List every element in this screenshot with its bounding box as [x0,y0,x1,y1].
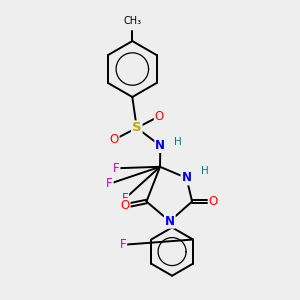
Text: H: H [201,167,208,176]
Text: F: F [120,238,126,251]
Text: N: N [155,139,165,152]
Text: F: F [113,162,119,175]
Text: F: F [106,177,113,190]
Text: O: O [155,110,164,123]
Text: O: O [110,133,119,146]
Text: CH₃: CH₃ [123,16,141,26]
Text: O: O [209,195,218,208]
Text: F: F [122,192,128,205]
Text: H: H [174,137,182,147]
Text: N: N [165,215,175,228]
Text: O: O [120,200,130,212]
Text: N: N [182,172,191,184]
Text: S: S [132,122,142,134]
